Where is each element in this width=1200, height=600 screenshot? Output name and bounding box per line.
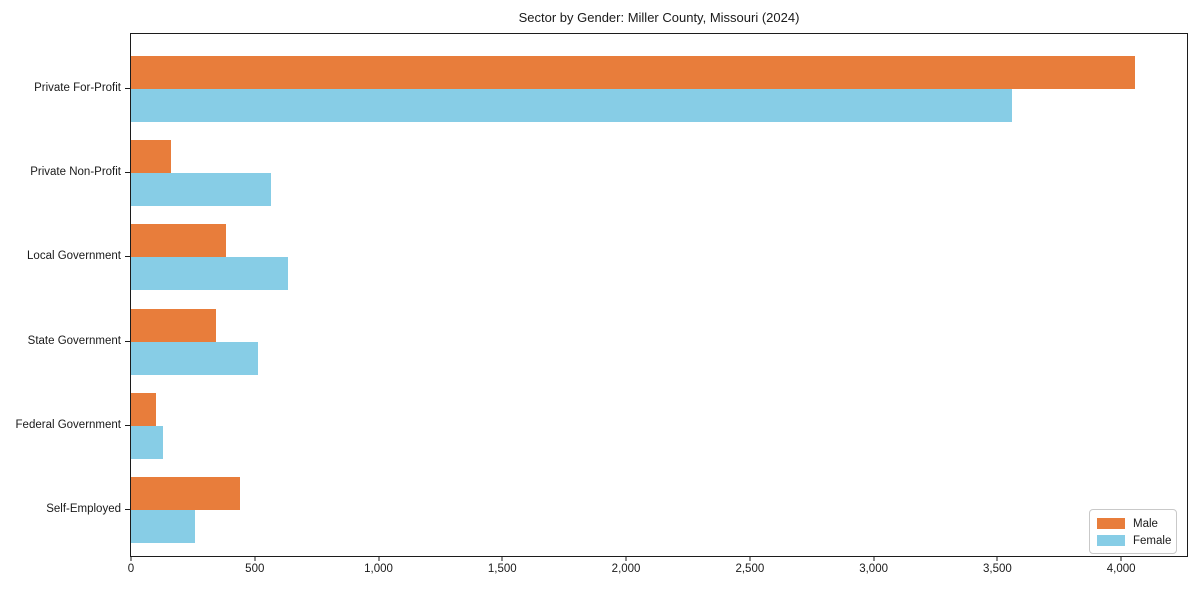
y-tick-label: Self-Employed <box>46 503 121 515</box>
y-tick-label: Federal Government <box>15 418 121 431</box>
x-tick-mark <box>254 556 256 561</box>
y-tick-mark <box>125 340 130 342</box>
y-tick-mark <box>125 256 130 258</box>
x-tick-mark <box>378 556 380 561</box>
legend-swatch-female <box>1097 535 1125 546</box>
bar-male-3 <box>131 308 217 342</box>
x-tick-label: 1,000 <box>364 563 393 575</box>
legend-entry-male: Male <box>1097 515 1176 532</box>
bar-male-5 <box>131 477 240 510</box>
bar-female-2 <box>131 257 289 291</box>
bar-female-3 <box>131 341 259 375</box>
x-tick-label: 4,000 <box>1106 563 1136 575</box>
y-tick-mark <box>125 88 130 89</box>
bar-male-1 <box>131 140 171 174</box>
x-tick-mark <box>501 556 503 561</box>
bar-female-4 <box>131 425 164 459</box>
x-tick-label: 2,000 <box>611 563 641 575</box>
bar-female-0 <box>131 89 1013 122</box>
chart-title: Sector by Gender: Miller County, Missour… <box>518 10 800 25</box>
y-tick-mark <box>125 424 130 426</box>
y-axis-labels: Private For-Profit Private Non-Profit Loca… <box>0 33 121 557</box>
x-tick-label: 0 <box>127 563 135 575</box>
y-tick-mark <box>125 509 130 510</box>
plot-area: 0 500 1,000 1,500 2,000 2,500 3,000 3,500 4,000 <box>125 33 1188 575</box>
y-tick-label: Private Non-Profit <box>30 166 121 179</box>
y-tick-label: Private For-Profit <box>34 82 121 94</box>
x-tick-mark <box>130 556 132 561</box>
x-tick-label: 500 <box>245 563 265 575</box>
legend: Male Female <box>1089 509 1177 554</box>
x-tick-label: 2,500 <box>735 563 765 575</box>
legend-label-female: Female <box>1133 534 1172 547</box>
x-tick-mark <box>625 556 627 561</box>
bar-male-0 <box>131 56 1135 89</box>
y-tick-label: Local Government <box>27 250 121 263</box>
y-tick-mark <box>125 172 130 174</box>
x-tick-mark <box>996 556 998 561</box>
x-tick-mark <box>873 556 875 561</box>
legend-entry-female: Female <box>1097 532 1176 549</box>
x-tick-label: 1,500 <box>487 563 517 575</box>
bar-female-1 <box>131 173 271 207</box>
bar-male-2 <box>131 224 227 258</box>
legend-swatch-male <box>1097 518 1125 529</box>
x-tick-label: 3,000 <box>859 563 888 575</box>
y-tick-label: State Government <box>27 334 121 347</box>
x-tick-mark <box>1120 556 1122 561</box>
x-tick-label: 3,500 <box>982 563 1012 575</box>
bar-female-5 <box>131 510 196 543</box>
legend-label-male: Male <box>1133 517 1158 530</box>
bar-male-4 <box>131 392 156 426</box>
x-tick-mark <box>749 556 751 561</box>
